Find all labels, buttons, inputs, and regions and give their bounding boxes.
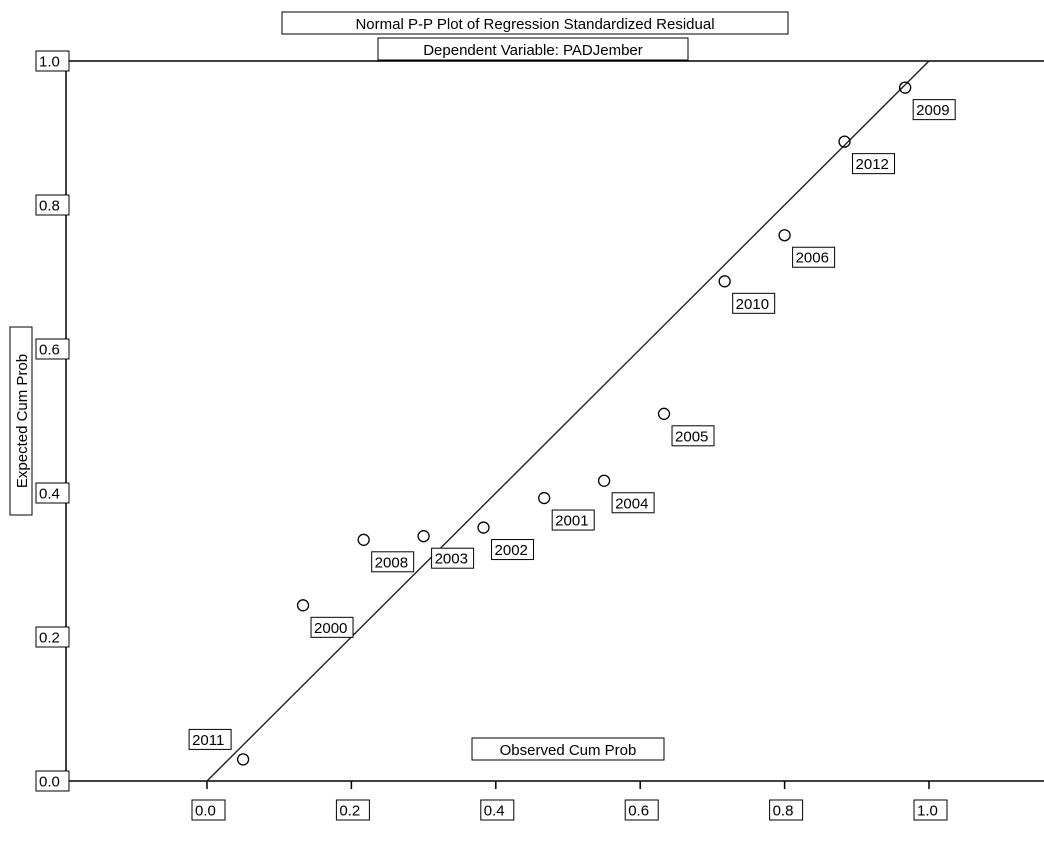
x-tick-label-text: 1.0 <box>917 803 938 820</box>
y-tick-label-text: 0.2 <box>39 630 60 647</box>
y-tick-label: 0.8 <box>35 194 70 216</box>
x-tick-label: 1.0 <box>913 799 948 821</box>
data-point <box>296 599 310 612</box>
point-label-text: 2004 <box>615 495 648 512</box>
x-tick-label-text: 0.8 <box>773 803 794 820</box>
point-label-text: 2008 <box>375 554 408 571</box>
y-tick-label: 0.2 <box>35 626 70 648</box>
y-tick-label-text: 0.6 <box>39 342 60 359</box>
y-tick-label: 1.0 <box>35 50 70 72</box>
reference-line <box>206 60 930 782</box>
x-tick-label-text: 0.4 <box>484 803 505 820</box>
point-label: 2005 <box>671 425 715 447</box>
chart-subtitle-text: Dependent Variable: PADJember <box>423 42 643 59</box>
x-tick-label: 0.8 <box>769 799 804 821</box>
y-tick-label-text: 0.0 <box>39 774 60 791</box>
point-label: 2008 <box>371 551 415 573</box>
point-label-text: 2009 <box>916 102 949 119</box>
point-label: 2000 <box>310 616 354 638</box>
data-point <box>236 753 250 766</box>
chart-title: Normal P-P Plot of Regression Standardiz… <box>281 11 789 35</box>
y-axis-title-text: Expected Cum Prob <box>14 354 31 488</box>
data-point <box>357 533 370 546</box>
reference-line-layer <box>206 60 930 782</box>
point-label: 2004 <box>611 492 655 514</box>
point-label: 2011 <box>188 728 232 750</box>
data-point <box>899 81 912 94</box>
point-label-text: 2002 <box>495 542 528 559</box>
data-point <box>417 530 430 543</box>
point-label-text: 2006 <box>796 250 829 267</box>
y-tick-label: 0.0 <box>35 770 70 792</box>
point-label-text: 2000 <box>314 620 347 637</box>
x-tick-label: 0.0 <box>191 799 226 821</box>
x-tick-label: 0.2 <box>335 799 370 821</box>
y-tick-label-text: 0.4 <box>39 486 60 503</box>
chart-title-text: Normal P-P Plot of Regression Standardiz… <box>355 16 714 33</box>
data-point <box>838 135 851 148</box>
y-tick-label: 0.6 <box>35 338 70 360</box>
point-label: 2003 <box>431 547 475 569</box>
point-label-text: 2005 <box>675 428 708 445</box>
x-axis-title: Observed Cum Prob <box>471 737 665 761</box>
data-point <box>657 407 671 420</box>
ticks-layer: 0.0 0.2 0.4 0.6 0.8 1.0 0.0 0.2 0.4 0.6 0.8 1.0 <box>35 50 948 821</box>
x-tick-label-text: 0.2 <box>339 803 360 820</box>
point-label-text: 2003 <box>435 551 468 568</box>
x-tick-label-text: 0.6 <box>628 803 649 820</box>
point-label: 2001 <box>551 509 595 531</box>
point-label-text: 2011 <box>192 732 224 749</box>
point-label: 2002 <box>491 539 535 561</box>
point-label-text: 2012 <box>856 156 889 173</box>
chart-subtitle: Dependent Variable: PADJember <box>377 37 689 61</box>
y-tick-label-text: 0.8 <box>39 198 60 215</box>
x-tick-label: 0.6 <box>624 799 659 821</box>
point-label-text: 2010 <box>736 296 769 313</box>
data-point <box>477 521 490 534</box>
points-layer: 2011 2000 2008 2003 2002 2001 2004 2005 2010 2006… <box>188 81 956 766</box>
x-axis-title-text: Observed Cum Prob <box>500 742 637 759</box>
y-tick-label-text: 1.0 <box>39 54 60 71</box>
y-tick-label: 0.4 <box>35 482 70 504</box>
data-point <box>538 491 551 505</box>
point-label: 2010 <box>732 292 776 314</box>
x-tick-label-text: 0.0 <box>195 803 216 820</box>
data-point <box>778 229 791 242</box>
x-tick-label: 0.4 <box>480 799 515 821</box>
y-axis-title: Expected Cum Prob <box>9 326 33 516</box>
data-point <box>718 275 731 288</box>
data-point <box>597 474 611 487</box>
point-label-text: 2001 <box>555 513 588 530</box>
point-label: 2009 <box>912 99 956 121</box>
point-label: 2012 <box>852 153 896 175</box>
point-label: 2006 <box>792 246 836 268</box>
